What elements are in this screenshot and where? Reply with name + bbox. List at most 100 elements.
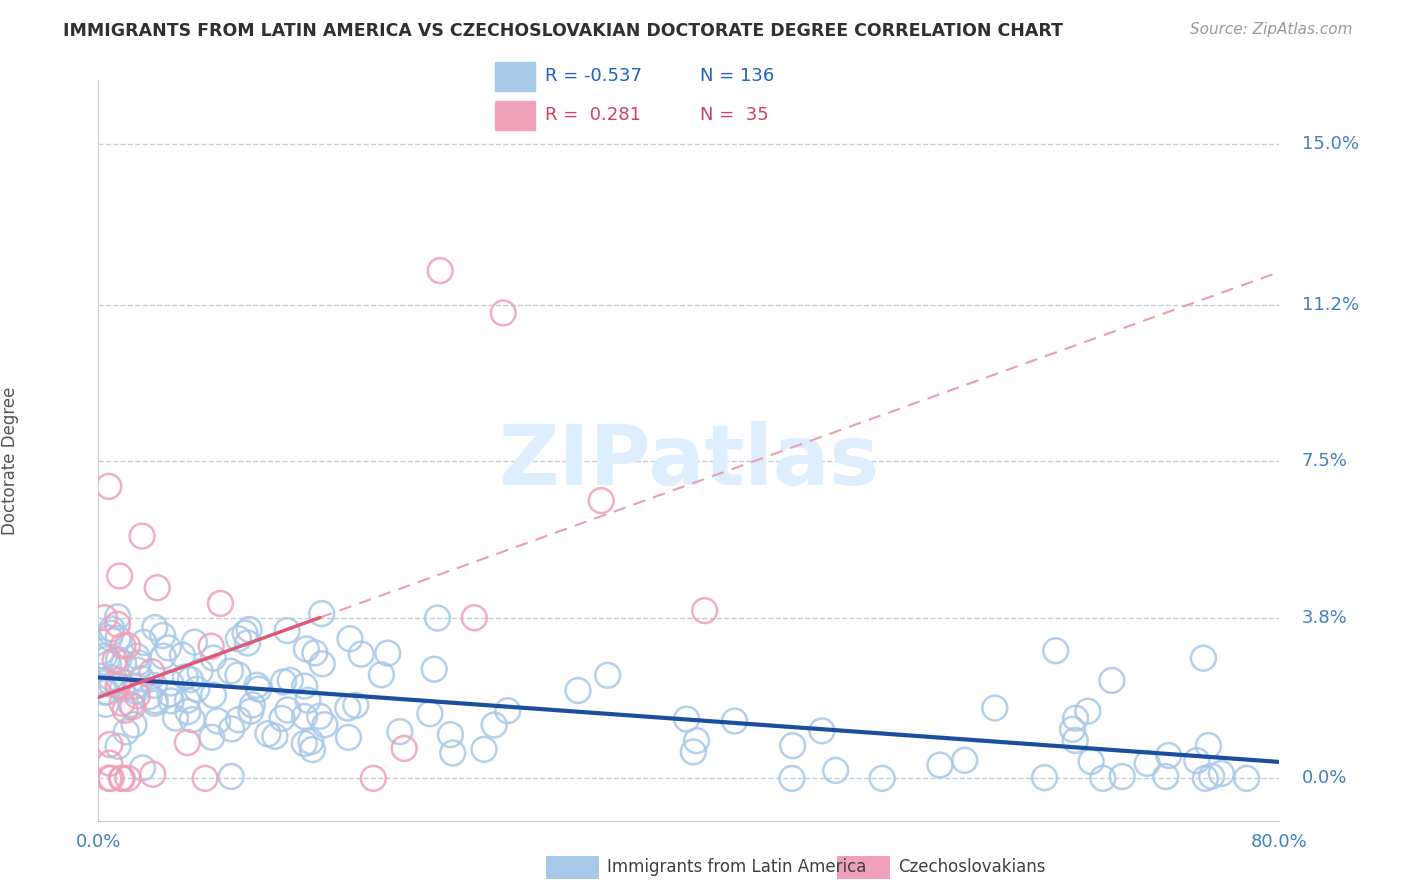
Point bbox=[111, 639, 134, 653]
Point bbox=[111, 772, 134, 786]
Point bbox=[114, 703, 136, 717]
Point bbox=[1157, 748, 1180, 763]
Point bbox=[100, 671, 122, 685]
Point bbox=[112, 657, 135, 671]
Point bbox=[207, 714, 229, 728]
Point bbox=[131, 672, 153, 686]
Point bbox=[107, 739, 129, 754]
Point bbox=[1062, 723, 1084, 737]
Point bbox=[271, 711, 294, 725]
Point bbox=[780, 772, 803, 786]
Point bbox=[107, 678, 129, 692]
Point bbox=[953, 753, 976, 767]
Text: 7.5%: 7.5% bbox=[1302, 452, 1347, 470]
Point bbox=[94, 698, 117, 712]
Point bbox=[165, 711, 187, 725]
Point bbox=[143, 678, 166, 692]
Point bbox=[221, 722, 243, 736]
Bar bbox=[495, 101, 534, 130]
Point bbox=[124, 684, 146, 698]
Point bbox=[496, 704, 519, 718]
Point bbox=[96, 685, 118, 699]
Point bbox=[685, 733, 707, 747]
Point bbox=[177, 705, 200, 719]
Point bbox=[377, 646, 399, 660]
Point bbox=[138, 690, 160, 704]
Point bbox=[492, 306, 515, 320]
Point bbox=[295, 642, 318, 657]
Point bbox=[131, 761, 153, 775]
Point bbox=[276, 624, 298, 638]
Point bbox=[228, 632, 250, 646]
Point bbox=[219, 664, 242, 678]
Text: Doctorate Degree: Doctorate Degree bbox=[1, 387, 18, 535]
Point bbox=[194, 772, 217, 786]
Point bbox=[339, 632, 361, 646]
Point bbox=[1211, 766, 1233, 780]
Point bbox=[176, 693, 198, 707]
Point bbox=[111, 696, 134, 710]
Point bbox=[314, 717, 336, 731]
Point bbox=[131, 529, 153, 543]
Point bbox=[482, 718, 505, 732]
Point bbox=[429, 263, 451, 277]
Point bbox=[811, 723, 834, 738]
Point bbox=[1136, 756, 1159, 771]
Point bbox=[209, 596, 232, 610]
Point bbox=[782, 739, 804, 753]
Point bbox=[419, 706, 441, 721]
Point bbox=[107, 632, 129, 646]
Point bbox=[682, 745, 704, 759]
Point bbox=[98, 756, 121, 771]
Point bbox=[107, 609, 129, 624]
Point bbox=[97, 772, 120, 786]
Point bbox=[127, 689, 149, 703]
Point bbox=[174, 670, 197, 684]
Point bbox=[567, 683, 589, 698]
Point bbox=[93, 685, 115, 699]
Point bbox=[336, 701, 359, 715]
Point bbox=[301, 742, 323, 756]
Point bbox=[277, 703, 299, 717]
Point bbox=[1077, 704, 1099, 718]
Point bbox=[93, 610, 115, 624]
Point bbox=[675, 712, 697, 726]
Text: 15.0%: 15.0% bbox=[1302, 135, 1358, 153]
Point bbox=[100, 772, 122, 786]
Point bbox=[108, 569, 131, 583]
Text: Source: ZipAtlas.com: Source: ZipAtlas.com bbox=[1189, 22, 1353, 37]
Point bbox=[186, 682, 208, 697]
Point bbox=[311, 607, 333, 621]
Point bbox=[693, 604, 716, 618]
Text: IMMIGRANTS FROM LATIN AMERICA VS CZECHOSLOVAKIAN DOCTORATE DEGREE CORRELATION CH: IMMIGRANTS FROM LATIN AMERICA VS CZECHOS… bbox=[63, 22, 1063, 40]
Text: Czechoslovakians: Czechoslovakians bbox=[898, 858, 1046, 876]
Point bbox=[202, 651, 225, 665]
Point bbox=[96, 651, 118, 665]
Point bbox=[97, 657, 120, 671]
Point bbox=[125, 649, 148, 664]
Point bbox=[107, 653, 129, 667]
Point bbox=[125, 679, 148, 693]
Point bbox=[127, 663, 149, 677]
Text: Immigrants from Latin America: Immigrants from Latin America bbox=[607, 858, 866, 876]
Point bbox=[1045, 644, 1067, 658]
Point bbox=[1185, 754, 1208, 768]
Text: R =  0.281: R = 0.281 bbox=[544, 106, 641, 124]
Point bbox=[1080, 755, 1102, 769]
Point bbox=[1197, 739, 1219, 753]
Point bbox=[127, 656, 149, 670]
Point bbox=[159, 676, 181, 690]
Point bbox=[297, 693, 319, 707]
Point bbox=[423, 662, 446, 676]
Point bbox=[1111, 770, 1133, 784]
Point bbox=[111, 681, 134, 696]
Point bbox=[98, 631, 121, 645]
Point bbox=[472, 742, 495, 756]
Point bbox=[236, 636, 259, 650]
Point bbox=[159, 687, 181, 701]
Point bbox=[201, 731, 224, 745]
Point bbox=[110, 772, 132, 786]
Point bbox=[219, 770, 242, 784]
Point bbox=[93, 649, 115, 664]
Point bbox=[1194, 772, 1216, 786]
